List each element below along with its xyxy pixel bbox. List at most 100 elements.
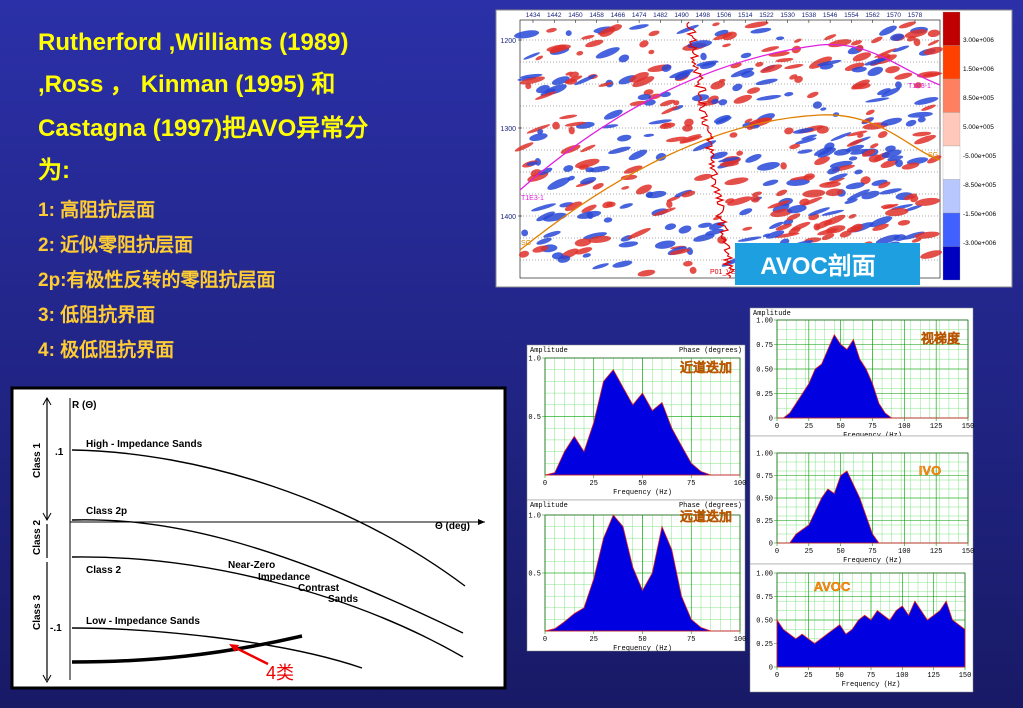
- seismic-event: [794, 75, 803, 83]
- x-tick-label: 50: [638, 480, 646, 488]
- seismic-event: [749, 117, 772, 125]
- seismic-event: [750, 195, 760, 203]
- seismic-event: [547, 177, 571, 190]
- seismic-event: [839, 230, 852, 238]
- x-tick-label: 150: [959, 672, 972, 680]
- top-tick-label: 1522: [759, 12, 774, 19]
- spectrum-title: 近道迭加: [680, 360, 732, 375]
- seismic-event: [581, 35, 595, 40]
- horizon-label: T1E3-1: [521, 195, 544, 202]
- seismic-event: [664, 223, 677, 231]
- seismic-event: [865, 97, 890, 103]
- seismic-event: [879, 25, 897, 36]
- seismic-event: [525, 83, 532, 90]
- seismic-event: [921, 104, 936, 111]
- curve-label: Low - Impedance Sands: [86, 616, 200, 627]
- seismic-event: [801, 134, 817, 140]
- seismic-event: [585, 167, 595, 173]
- seismic-event: [827, 166, 840, 175]
- seismic-event: [879, 188, 902, 195]
- spectrum-area: [544, 368, 740, 476]
- seismic-event: [854, 169, 863, 175]
- seismic-event: [747, 87, 761, 94]
- horizon-label: P01_VE: [710, 269, 736, 276]
- seismic-event: [580, 144, 596, 153]
- top-tick-label: 1514: [738, 12, 753, 19]
- seismic-event: [719, 161, 739, 167]
- seismic-event: [820, 107, 827, 111]
- annotation: 4类: [266, 663, 294, 683]
- seismic-event: [894, 72, 913, 80]
- seismic-event: [661, 122, 672, 128]
- seismic-event: [755, 78, 778, 86]
- y-tick-label: 0.50: [756, 496, 773, 504]
- caption-box: [735, 243, 920, 285]
- seismic-event: [807, 91, 819, 99]
- seismic-event: [564, 201, 583, 212]
- seismic-event: [852, 82, 871, 90]
- top-tick-label: 1490: [674, 12, 689, 19]
- x-axis-label: Frequency (Hz): [843, 557, 902, 565]
- x-tick-label: 50: [835, 672, 843, 680]
- seismic-event: [742, 226, 753, 231]
- seismic-event: [872, 223, 889, 231]
- avo-frame: [10, 386, 507, 690]
- seismic-event: [885, 208, 909, 217]
- seismic-event: [618, 241, 639, 248]
- y-tick-label: 0.5: [528, 414, 541, 422]
- seismic-event: [844, 198, 858, 204]
- seismic-event: [519, 76, 545, 85]
- top-tick-label: 1434: [526, 12, 541, 19]
- x-tick-label: 75: [868, 548, 876, 556]
- y-axis-label: Amplitude: [753, 310, 791, 318]
- spectrum-area: [777, 333, 968, 419]
- seismic-event: [637, 269, 656, 277]
- seismic-event: [825, 177, 845, 185]
- seismic-event: [705, 228, 724, 236]
- seismic-event: [860, 176, 871, 185]
- seismic-event: [874, 57, 888, 62]
- y-tick-label: 0.75: [756, 342, 773, 350]
- seismic-event: [878, 181, 891, 189]
- seismic-event: [744, 118, 753, 124]
- seismic-event: [880, 159, 899, 168]
- seismic-event: [565, 30, 572, 36]
- seismic-event: [514, 30, 540, 39]
- y-tick-label: 0.25: [756, 391, 773, 399]
- seismic-event: [821, 209, 844, 216]
- x-tick-label: 0: [543, 636, 547, 644]
- seismic-event: [917, 116, 926, 123]
- class-label: Class 2: [32, 520, 43, 555]
- top-tick-label: 1466: [611, 12, 626, 19]
- colorbar-label: 1.50e+006: [963, 66, 994, 73]
- seismic-event: [790, 175, 813, 181]
- spectrum-title: 视梯度: [921, 331, 961, 346]
- seismic-event: [904, 204, 923, 212]
- spectrum-title: IVO: [919, 463, 941, 478]
- seismic-event: [788, 227, 801, 235]
- seismic-event: [648, 30, 660, 37]
- seismic-event: [784, 64, 804, 70]
- seismic-event: [537, 129, 544, 135]
- seismic-event: [795, 137, 817, 145]
- seismic-event: [880, 117, 903, 126]
- seismic-event: [824, 34, 837, 41]
- top-tick-label: 1482: [653, 12, 668, 19]
- y-axis-label: Amplitude: [530, 502, 568, 510]
- seismic-event: [787, 204, 807, 214]
- title-line: 为:: [38, 157, 70, 184]
- seismic-event: [543, 230, 561, 238]
- seismic-event: [770, 208, 793, 218]
- x-tick-label: 25: [590, 636, 598, 644]
- x-tick-label: 75: [868, 423, 876, 431]
- curve-label: High - Impedance Sands: [86, 439, 203, 450]
- seismic-event: [887, 155, 904, 162]
- seismic-event: [729, 132, 738, 138]
- seismic-event: [612, 260, 633, 268]
- annotation-arrow-head: [229, 644, 239, 652]
- seismic-event: [761, 46, 780, 52]
- colorbar-label: 8.50e+005: [963, 95, 994, 102]
- class-label: Class 3: [32, 595, 43, 630]
- seismic-event: [865, 109, 875, 116]
